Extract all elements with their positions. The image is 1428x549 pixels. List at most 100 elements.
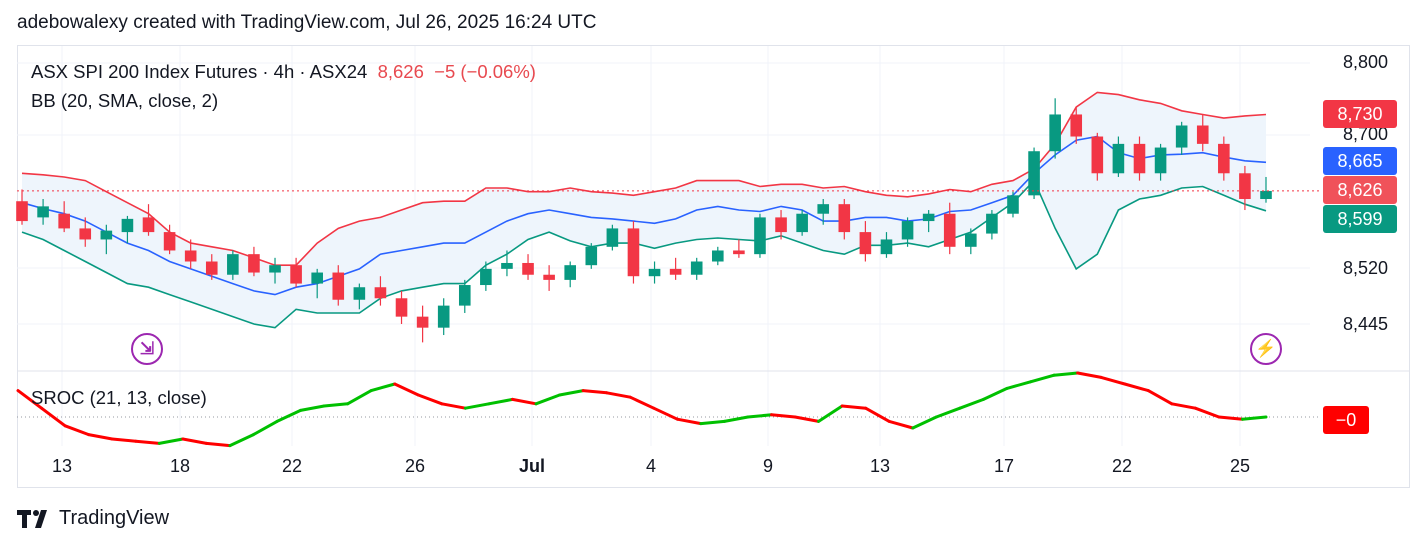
candles [16, 98, 1272, 343]
sroc-segment [1170, 402, 1197, 410]
bb-basis-price-tag: 8,665 [1323, 147, 1397, 175]
candle-body [58, 213, 70, 229]
candle-body [817, 204, 830, 214]
candle-body [690, 261, 703, 275]
sroc-segment [746, 413, 774, 419]
sroc-segment [934, 406, 962, 419]
sroc-segment [369, 382, 397, 393]
sroc-segment [346, 389, 373, 406]
time-tick: 18 [169, 456, 191, 476]
candle-body [1049, 114, 1061, 152]
candle-body [564, 265, 577, 280]
candle-body [1028, 151, 1040, 196]
candle-body [227, 254, 239, 275]
candle-body [374, 287, 387, 299]
sroc-segment [1123, 382, 1150, 393]
sroc-segment [157, 437, 185, 445]
sroc-segment [628, 395, 656, 410]
sroc-segment [722, 415, 750, 423]
footer-brand[interactable]: TradingView [17, 507, 169, 530]
candle-body [37, 206, 49, 218]
legend-sroc: SROC (21, 13, close) [31, 387, 207, 408]
sroc-segment [1146, 389, 1174, 406]
sroc-segment [887, 419, 915, 430]
sroc-segment [817, 404, 844, 423]
candle-body [1112, 143, 1125, 174]
candle-body [1091, 136, 1104, 174]
bb-basis-line [21, 135, 1267, 296]
candle-body [606, 228, 619, 247]
candle-body [1133, 143, 1146, 174]
candle-body [733, 250, 745, 255]
candle-body [627, 228, 640, 277]
time-tick: 26 [404, 456, 426, 476]
arrows-icon[interactable]: ⇲ [131, 333, 163, 365]
footer-brand-text: TradingView [59, 507, 170, 529]
sroc-segment [1240, 415, 1268, 421]
candle-body [922, 213, 935, 222]
sroc-segment [958, 397, 985, 410]
candle-body [437, 305, 450, 328]
time-tick: 22 [281, 456, 303, 476]
candle-body [1007, 195, 1019, 214]
candle-body [311, 272, 323, 284]
time-tick: 13 [51, 456, 73, 476]
sroc-segment [134, 439, 161, 445]
candle-body [711, 250, 724, 262]
candle-body [943, 213, 956, 247]
candle-body [458, 285, 471, 306]
sroc-segment [228, 433, 255, 448]
sroc-segment [652, 406, 679, 421]
sroc-segment [510, 397, 538, 406]
bb-lower-line [21, 179, 1267, 329]
price-tick: 8,700 [1342, 124, 1388, 144]
lightning-icon[interactable]: ⚡ [1250, 333, 1282, 365]
bb-band-fill [22, 92, 1266, 328]
candle-body [1218, 143, 1230, 174]
time-tick: 9 [762, 456, 774, 476]
candle-body [669, 268, 682, 275]
candle-body [248, 254, 260, 273]
candle-body [838, 204, 851, 233]
sroc-segment [40, 406, 67, 428]
candle-body [648, 268, 661, 277]
candle-body [501, 262, 513, 269]
sroc-segment [393, 382, 420, 397]
sroc-segment [605, 391, 632, 399]
candle-body [395, 298, 408, 317]
sroc-segment [299, 404, 326, 412]
candle-body [775, 217, 787, 233]
sroc-segment [463, 402, 491, 410]
price-tick: 8,520 [1342, 258, 1388, 278]
candle-body [1154, 147, 1167, 174]
sroc-segment [87, 433, 114, 441]
candle-body [480, 268, 492, 286]
candle-body [290, 265, 302, 284]
candle-body [353, 287, 366, 300]
candle-body [184, 250, 197, 262]
candle-body [986, 213, 998, 234]
chart-header: adebowalexy created with TradingView.com… [17, 12, 597, 33]
sroc-segment [840, 404, 868, 410]
time-tick: 13 [869, 456, 891, 476]
sroc-segment [416, 393, 444, 406]
sroc-segment [1052, 371, 1080, 377]
sroc-segment [204, 441, 232, 448]
sroc-segment [911, 415, 938, 430]
price-tick: 8,445 [1342, 314, 1388, 334]
candle-body [416, 316, 429, 328]
bb-upper-price-tag: 8,730 [1323, 100, 1397, 128]
candle-body [1070, 114, 1083, 137]
tradingview-logo-icon [17, 509, 47, 528]
sroc-segment [181, 437, 208, 445]
time-tick: 25 [1229, 456, 1251, 476]
candle-body [522, 262, 534, 275]
sroc-segment [981, 386, 1009, 401]
sroc-segment [322, 402, 350, 408]
sroc-segment [770, 413, 797, 419]
candle-body [1260, 190, 1272, 200]
sroc-segment [1193, 406, 1221, 419]
time-tick: 22 [1111, 456, 1133, 476]
candle-body [1196, 125, 1209, 144]
